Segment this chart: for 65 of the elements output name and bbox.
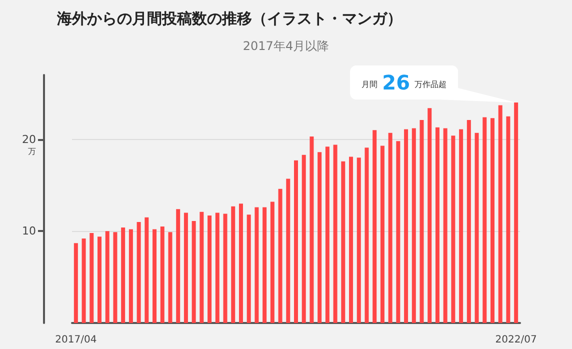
annotation: 月間 26 万作品超 — [362, 70, 447, 95]
bar — [420, 120, 424, 323]
bar — [380, 146, 384, 323]
bar — [176, 209, 180, 323]
bar — [349, 156, 354, 323]
bar — [208, 216, 212, 323]
bar — [514, 102, 518, 323]
bar — [144, 217, 149, 323]
bar — [435, 127, 440, 323]
bar — [428, 108, 432, 323]
bar — [341, 161, 346, 323]
chart-title: 海外からの月間投稿数の推移（イラスト・マンガ） — [56, 10, 402, 28]
bar — [364, 148, 369, 323]
bar — [74, 243, 78, 323]
bar — [372, 130, 377, 323]
bar — [192, 221, 196, 323]
bar — [223, 214, 228, 323]
x-tick-label: 2017/04 — [55, 334, 97, 346]
bar — [490, 118, 494, 323]
bar — [168, 232, 172, 323]
bar — [482, 117, 487, 323]
bar — [200, 212, 204, 323]
bar — [184, 212, 188, 323]
bar — [325, 146, 330, 323]
bar — [128, 229, 133, 323]
bar — [412, 128, 416, 323]
bar — [404, 129, 408, 323]
bar — [466, 120, 471, 323]
bar — [396, 141, 400, 323]
bar — [215, 212, 220, 323]
bar — [318, 152, 322, 323]
bar — [333, 144, 338, 323]
chart-subtitle: 2017年4月以降 — [242, 39, 330, 53]
bar — [270, 202, 274, 323]
bar — [160, 226, 164, 323]
bar — [451, 136, 456, 323]
bar — [113, 232, 118, 323]
bar — [459, 129, 464, 323]
bar — [98, 236, 102, 323]
x-tick-label: 2022/07 — [495, 334, 537, 346]
bar — [356, 158, 361, 323]
bar — [90, 232, 94, 323]
bar — [474, 132, 479, 323]
bar — [294, 160, 298, 323]
bar — [506, 116, 510, 323]
bar — [310, 136, 314, 323]
bar — [82, 238, 86, 323]
bar — [278, 188, 282, 323]
y-axis-title: 万 — [28, 146, 36, 156]
bar — [246, 214, 251, 323]
y-tick-label: 20 — [22, 132, 36, 146]
bar — [231, 206, 236, 323]
bar — [254, 207, 259, 323]
bar — [121, 227, 126, 323]
bar — [443, 128, 448, 323]
bar — [262, 207, 267, 323]
bar — [152, 229, 157, 323]
bar — [388, 132, 392, 323]
bar — [105, 231, 110, 323]
bar — [302, 154, 306, 323]
bar — [136, 222, 141, 323]
bar — [238, 204, 243, 323]
y-tick-label: 10 — [22, 224, 36, 238]
bar — [286, 178, 290, 323]
bar — [498, 105, 502, 323]
